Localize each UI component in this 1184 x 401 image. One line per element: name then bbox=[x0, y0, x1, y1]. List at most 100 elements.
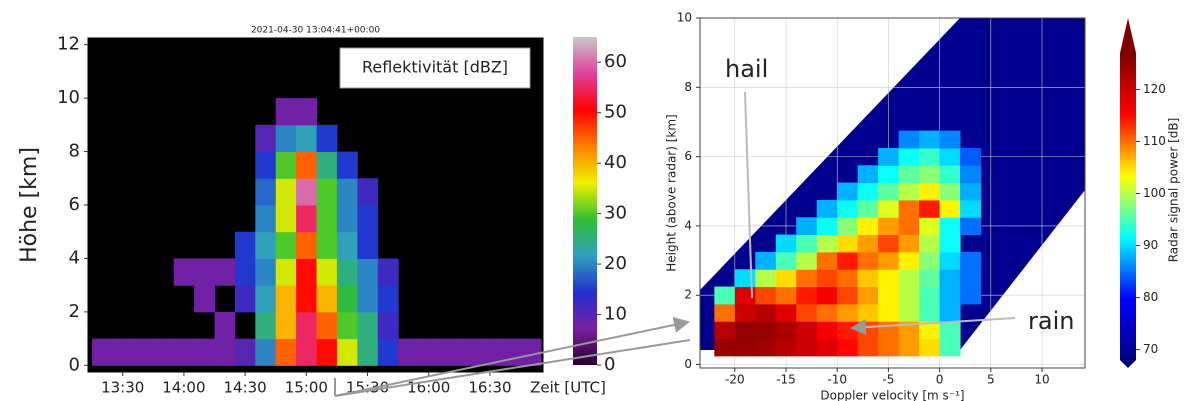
heatmap-cell bbox=[919, 183, 940, 201]
heatmap-cell bbox=[378, 258, 399, 285]
heatmap-cell bbox=[796, 269, 817, 287]
heatmap-cell bbox=[317, 178, 338, 205]
heatmap-cell bbox=[276, 125, 297, 152]
heatmap-cell bbox=[858, 217, 879, 235]
x-tick-label: 10 bbox=[1034, 373, 1049, 387]
colorbar-tick-label: 50 bbox=[604, 102, 627, 123]
colorbar-label: Radar signal power [dB] bbox=[1167, 118, 1181, 263]
x-tick-label: -15 bbox=[776, 373, 796, 387]
heatmap-cell bbox=[215, 258, 236, 285]
heatmap-cell bbox=[940, 287, 961, 305]
heatmap-cell bbox=[960, 183, 981, 201]
heatmap-cell bbox=[337, 339, 358, 366]
heatmap-cell bbox=[878, 339, 899, 357]
y-tick-label: 2 bbox=[69, 301, 80, 322]
heatmap-cell bbox=[153, 339, 174, 366]
heatmap-cell bbox=[899, 252, 920, 270]
heatmap-cell bbox=[796, 287, 817, 305]
heatmap-cell bbox=[357, 205, 378, 232]
x-axis-label: Zeit [UTC] bbox=[530, 379, 606, 397]
heatmap-cell bbox=[215, 312, 236, 339]
heatmap-cell bbox=[858, 252, 879, 270]
heatmap-cell bbox=[735, 321, 756, 339]
heatmap-cell bbox=[194, 339, 215, 366]
heatmap-cell bbox=[255, 205, 276, 232]
heatmap-cell bbox=[378, 339, 399, 366]
heatmap-cell bbox=[317, 258, 338, 285]
heatmap-cell bbox=[899, 217, 920, 235]
heatmap-cell bbox=[899, 200, 920, 218]
heatmap-cell bbox=[337, 205, 358, 232]
heatmap-cell bbox=[817, 304, 838, 322]
colorbar-tick-label: 90 bbox=[1143, 238, 1158, 252]
figure: 13:3014:0014:3015:0015:3016:0016:3002468… bbox=[0, 0, 1184, 401]
heatmap-cell bbox=[459, 339, 480, 366]
heatmap-cell bbox=[878, 321, 899, 339]
heatmap-cell bbox=[276, 178, 297, 205]
heatmap-cell bbox=[276, 258, 297, 285]
heatmap-cell bbox=[837, 252, 858, 270]
heatmap-cell bbox=[776, 252, 797, 270]
y-tick-label: 2 bbox=[684, 288, 692, 302]
heatmap-cell bbox=[837, 304, 858, 322]
heatmap-cell bbox=[255, 312, 276, 339]
heatmap-cell bbox=[357, 232, 378, 259]
heatmap-cell bbox=[276, 152, 297, 179]
heatmap-cell bbox=[276, 98, 297, 125]
heatmap-cell bbox=[398, 339, 419, 366]
colorbar-tick-label: 10 bbox=[604, 304, 627, 325]
annotation: Reflektivität [dBZ] bbox=[362, 58, 508, 77]
heatmap-cell bbox=[817, 269, 838, 287]
heatmap-cell bbox=[919, 165, 940, 183]
heatmap-cell bbox=[837, 217, 858, 235]
heatmap-cell bbox=[940, 339, 961, 357]
heatmap-cell bbox=[755, 287, 776, 305]
heatmap-cell bbox=[776, 339, 797, 357]
heatmap-cell bbox=[960, 165, 981, 183]
heatmap-cell bbox=[796, 339, 817, 357]
annotation: hail bbox=[725, 55, 768, 83]
y-tick-label: 8 bbox=[684, 80, 692, 94]
heatmap-cell bbox=[194, 285, 215, 312]
heatmap-cell bbox=[817, 235, 838, 253]
heatmap-cell bbox=[337, 232, 358, 259]
heatmap-cell bbox=[899, 183, 920, 201]
x-tick-label: 5 bbox=[987, 373, 995, 387]
heatmap-cell bbox=[215, 339, 236, 366]
heatmap-cell bbox=[960, 148, 981, 166]
colorbar bbox=[573, 37, 597, 365]
heatmap-cell bbox=[255, 285, 276, 312]
colorbar-tick-label: 120 bbox=[1143, 82, 1166, 96]
heatmap-cell bbox=[735, 304, 756, 322]
heatmap-cell bbox=[735, 339, 756, 357]
heatmap-cell bbox=[276, 205, 297, 232]
heatmap-cell bbox=[878, 269, 899, 287]
heatmap-cell bbox=[255, 152, 276, 179]
heatmap-cell bbox=[878, 287, 899, 305]
heatmap-cell bbox=[357, 178, 378, 205]
heatmap-cell bbox=[878, 252, 899, 270]
x-tick-label: 13:30 bbox=[101, 379, 144, 397]
heatmap-cell bbox=[296, 152, 317, 179]
heatmap-cell bbox=[878, 200, 899, 218]
heatmap-cell bbox=[92, 339, 113, 366]
colorbar-tick-label: 20 bbox=[604, 253, 627, 274]
heatmap-cell bbox=[919, 304, 940, 322]
heatmap-cell bbox=[755, 321, 776, 339]
heatmap-cell bbox=[940, 321, 961, 339]
y-tick-label: 10 bbox=[57, 87, 80, 108]
heatmap-cell bbox=[276, 312, 297, 339]
heatmap-cell bbox=[919, 287, 940, 305]
colorbar-tick-label: 40 bbox=[604, 152, 627, 173]
heatmap-cell bbox=[858, 339, 879, 357]
heatmap-cell bbox=[714, 321, 735, 339]
heatmap-cell bbox=[317, 232, 338, 259]
heatmap-cell bbox=[276, 285, 297, 312]
y-tick-label: 4 bbox=[69, 247, 80, 268]
colorbar-tick-label: 0 bbox=[604, 354, 615, 375]
heatmap-cell bbox=[357, 258, 378, 285]
heatmap-cell bbox=[940, 235, 961, 253]
chart-title: 2021-04-30 13:04:41+00:00 bbox=[251, 26, 380, 36]
heatmap-cell bbox=[112, 339, 133, 366]
heatmap-cell bbox=[378, 312, 399, 339]
